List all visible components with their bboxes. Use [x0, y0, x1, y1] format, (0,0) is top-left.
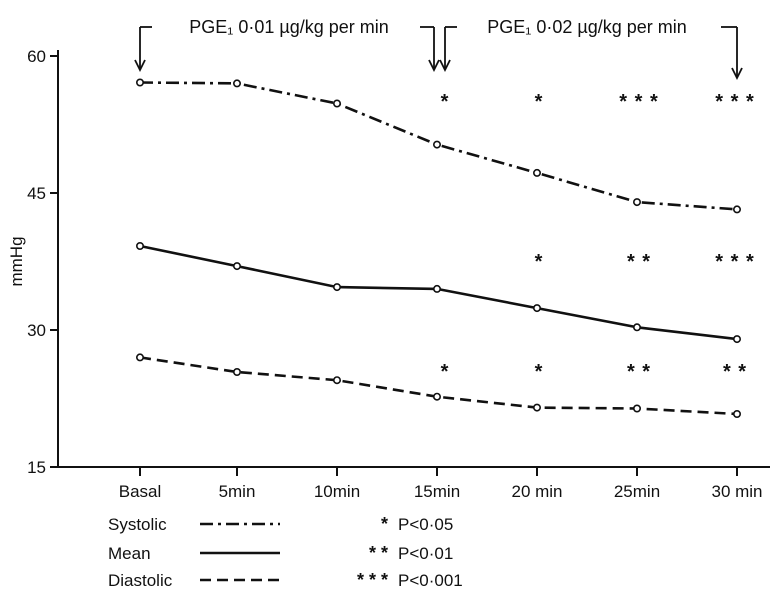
systolic-point [332, 99, 341, 108]
x-tick-label: 30 min [711, 482, 762, 501]
data-series [136, 78, 741, 418]
legend-stars: * * * [357, 570, 388, 590]
systolic-point [233, 79, 242, 88]
diastolic-point [332, 376, 341, 385]
diastolic-significance: * [441, 361, 450, 383]
systolic-point [432, 140, 441, 149]
x-tick-label: 10min [314, 482, 360, 501]
diastolic-point [732, 409, 741, 418]
diastolic-point [532, 403, 541, 412]
x-tick-label: 15min [414, 482, 460, 501]
mean-significance: * * * [715, 251, 754, 273]
dose1-label: PGE₁ 0·01 µg/kg per min [189, 17, 389, 37]
dose1-start-arrow-head [134, 59, 146, 73]
diastolic-point [136, 353, 145, 362]
dose2-end-arrow-head [731, 67, 743, 81]
systolic-point [732, 205, 741, 214]
systolic-significance: * * * [715, 91, 754, 113]
diastolic-point [233, 367, 242, 376]
mean-point [136, 242, 145, 251]
systolic-significance: * [535, 91, 544, 113]
dose-annotations: PGE₁ 0·01 µg/kg per min PGE₁ 0·02 µg/kg p… [134, 17, 743, 81]
mean-point [632, 323, 641, 332]
mean-significance: * [535, 251, 544, 273]
diastolic-point [432, 392, 441, 401]
dose2-start-arrow-head [439, 59, 451, 73]
significance-markers: * * * * * * * * * * * * * * * * * * * * [441, 91, 754, 383]
legend-pvalue: P<0·05 [398, 515, 453, 534]
systolic-point [632, 198, 641, 207]
diastolic-significance: * * [723, 361, 747, 383]
mean-point [233, 262, 242, 271]
legend-stars: * * [369, 543, 388, 563]
x-tick-label: Basal [119, 482, 162, 501]
mean-point [532, 304, 541, 313]
y-tick-label: 60 [27, 47, 46, 66]
x-tick-label: 20 min [511, 482, 562, 501]
systolic-significance: * [441, 91, 450, 113]
diastolic-point [632, 404, 641, 413]
y-tick-label: 45 [27, 184, 46, 203]
systolic-point [136, 78, 145, 87]
y-tick-label: 30 [27, 321, 46, 340]
y-axis-label: mmHg [7, 236, 26, 286]
legend-pvalue: P<0·01 [398, 544, 453, 563]
legend-label-mean: Mean [108, 544, 151, 563]
mean-point [732, 335, 741, 344]
dose1-end-arrow-head [428, 59, 440, 73]
x-tick-label: 5min [219, 482, 256, 501]
systolic-point [532, 168, 541, 177]
y-tick-label: 15 [27, 458, 46, 477]
legend: Systolic Mean Diastolic * P<0·05 * * P<0·01 * *… [108, 514, 463, 590]
diastolic-significance: * * [627, 361, 651, 383]
legend-label-diastolic: Diastolic [108, 571, 173, 590]
mean-significance: * * [627, 251, 651, 273]
axes: 15 30 45 60 Basal 5min 10min 15min 20 min 25min 30… [7, 47, 770, 501]
mean-point [432, 284, 441, 293]
mean-point [332, 283, 341, 292]
legend-label-systolic: Systolic [108, 515, 167, 534]
legend-pvalue: P<0·001 [398, 571, 463, 590]
dose2-label: PGE₁ 0·02 µg/kg per min [487, 17, 687, 37]
diastolic-significance: * [535, 361, 544, 383]
systolic-significance: * * * [619, 91, 658, 113]
legend-stars: * [381, 514, 388, 534]
x-tick-label: 25min [614, 482, 660, 501]
